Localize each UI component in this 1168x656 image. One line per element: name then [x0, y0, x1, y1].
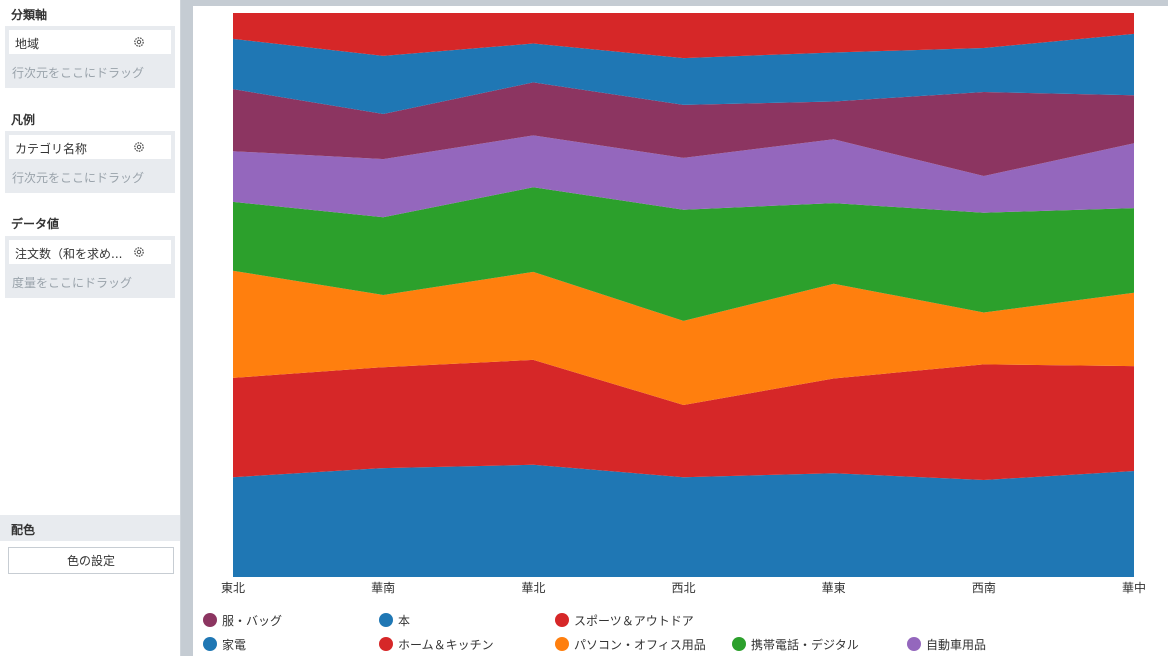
legend-title: 凡例	[11, 113, 36, 127]
x-tick-label: 華中	[1122, 580, 1146, 595]
area-series-3[interactable]	[233, 187, 1134, 321]
x-tick-label: 華北	[521, 581, 545, 595]
gear-icon[interactable]	[133, 246, 145, 258]
category-axis-drop-hint: 行次元をここにドラッグ	[12, 66, 145, 80]
data-value-title: データ値	[11, 217, 60, 231]
category-axis-dropzone[interactable]: 地域 行次元をここにドラッグ	[5, 26, 175, 88]
category-axis-title: 分類軸	[11, 8, 48, 22]
legend-label: 自動車用品	[926, 638, 987, 652]
color-section-title: 配色	[11, 523, 36, 537]
legend-swatch	[555, 637, 569, 651]
x-tick-label: 西南	[972, 580, 996, 595]
area-series-7[interactable]	[233, 13, 1134, 59]
stacked-area-chart: 東北 華南 華北 西北 華東 西南 華中	[221, 13, 1146, 595]
color-settings-button[interactable]: 色の設定	[8, 547, 174, 574]
legend-swatch	[203, 613, 217, 627]
field-config-panel: 分類軸 地域 行次元をここにドラッグ 凡例 カテゴリ名称 行次元をここにドラッグ…	[0, 0, 181, 656]
legend-swatch	[379, 637, 393, 651]
x-tick-label: 華南	[371, 580, 395, 595]
area-series-2[interactable]	[233, 270, 1134, 405]
legend-dropzone[interactable]: カテゴリ名称 行次元をここにドラッグ	[5, 131, 175, 193]
category-axis-field-label: 地域	[15, 37, 40, 51]
area-series-5[interactable]	[233, 82, 1134, 176]
x-tick-label: 西北	[671, 581, 695, 595]
area-series-6[interactable]	[233, 33, 1134, 114]
legend-field-label: カテゴリ名称	[15, 142, 88, 156]
area-series-0[interactable]	[233, 464, 1134, 577]
legend-label: 家電	[222, 638, 247, 652]
legend-swatch	[732, 637, 746, 651]
data-value-field[interactable]: 注文数（和を求め...	[9, 240, 171, 264]
data-value-dropzone[interactable]: 注文数（和を求め... 度量をここにドラッグ	[5, 236, 175, 298]
x-tick-label: 華東	[822, 581, 846, 595]
legend-swatch	[203, 637, 217, 651]
data-value-field-label: 注文数（和を求め...	[15, 247, 123, 261]
area-series-4[interactable]	[233, 135, 1134, 218]
legend-label: 服・バッグ	[222, 614, 283, 628]
color-section-header: 配色	[0, 515, 180, 541]
legend-label: ホーム＆キッチン	[398, 638, 494, 652]
legend-label: 本	[398, 614, 411, 628]
legend-label: パソコン・オフィス用品	[574, 638, 706, 652]
legend-label: 携帯電話・デジタル	[751, 638, 859, 652]
category-axis-field[interactable]: 地域	[9, 30, 171, 54]
gear-icon[interactable]	[133, 36, 145, 48]
chart-card: 東北 華南 華北 西北 華東 西南 華中 服・バッグ 本 スポーツ＆アウトドア家電 ホーム＆キッチ…	[193, 6, 1168, 656]
legend-drop-hint: 行次元をここにドラッグ	[12, 171, 145, 185]
legend-field[interactable]: カテゴリ名称	[9, 135, 171, 159]
legend-label: スポーツ＆アウトドア	[574, 614, 694, 628]
gear-icon[interactable]	[133, 141, 145, 153]
legend-swatch	[379, 613, 393, 627]
legend-swatch	[555, 613, 569, 627]
area-series-1[interactable]	[233, 359, 1134, 480]
legend-swatch	[907, 637, 921, 651]
data-value-drop-hint: 度量をここにドラッグ	[12, 276, 133, 290]
x-tick-label: 東北	[221, 581, 245, 595]
